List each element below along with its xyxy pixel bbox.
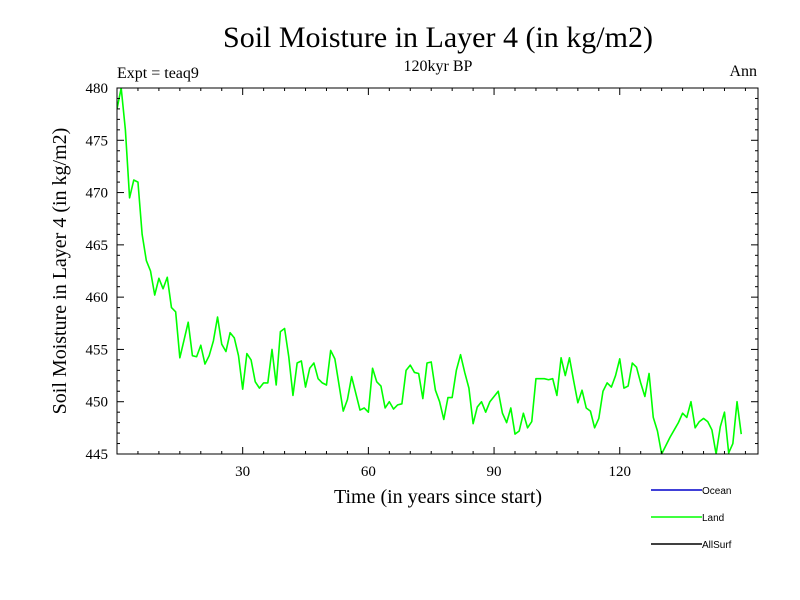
- y-tick-label: 455: [86, 342, 109, 358]
- x-tick-label: 30: [235, 464, 250, 480]
- series-line-land: [117, 88, 743, 454]
- legend-entry-ocean: Ocean: [651, 486, 731, 497]
- season-label: Ann: [729, 63, 757, 80]
- x-tick-label: 60: [361, 464, 376, 480]
- legend-entry-land: Land: [651, 513, 724, 524]
- chart-title: Soil Moisture in Layer 4 (in kg/m2): [223, 21, 653, 54]
- chart-subtitle: 120kyr BP: [404, 58, 473, 75]
- x-tick-label: 90: [487, 464, 502, 480]
- legend-label: AllSurf: [702, 540, 732, 551]
- y-tick-label: 450: [86, 395, 109, 411]
- y-tick-label: 475: [86, 133, 109, 149]
- legend-entry-allsurf: AllSurf: [651, 540, 732, 551]
- y-tick-label: 480: [86, 81, 109, 97]
- y-tick-label: 445: [86, 447, 109, 463]
- y-tick-label: 465: [86, 238, 109, 254]
- plot-frame: [116, 87, 759, 455]
- legend-label: Land: [702, 513, 724, 524]
- x-tick-label: 120: [608, 464, 631, 480]
- y-tick-label: 470: [86, 186, 109, 202]
- legend-label: Ocean: [702, 486, 731, 497]
- x-axis-label: Time (in years since start): [334, 486, 542, 508]
- y-axis-label: Soil Moisture in Layer 4 (in kg/m2): [49, 128, 71, 415]
- y-tick-label: 460: [86, 290, 109, 306]
- expt-label: Expt = teaq9: [117, 65, 199, 82]
